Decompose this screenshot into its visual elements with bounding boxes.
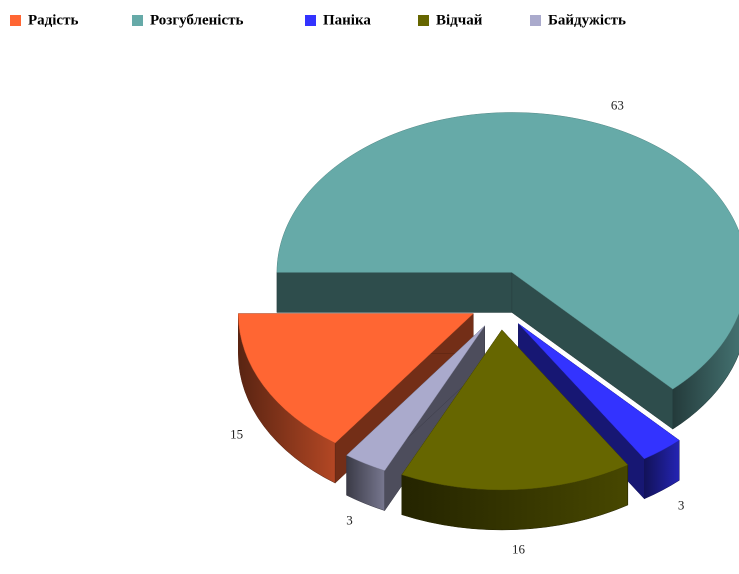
legend-swatch xyxy=(132,15,143,26)
slice-top xyxy=(401,329,629,491)
legend-label: Розгубленість xyxy=(150,12,243,28)
data-label: 3 xyxy=(678,498,685,513)
pie: 15 63 3 16 3 xyxy=(230,98,739,556)
legend-swatch xyxy=(305,15,316,26)
slice-top xyxy=(518,323,680,460)
data-label: 15 xyxy=(230,427,243,442)
legend-label: Радість xyxy=(28,12,78,28)
data-label: 63 xyxy=(611,98,624,113)
slice-top xyxy=(346,325,485,471)
slice-top xyxy=(238,313,474,444)
slice xyxy=(276,112,739,430)
legend-label: Відчай xyxy=(436,12,483,28)
slice xyxy=(401,329,629,531)
data-label: 3 xyxy=(346,512,353,527)
legend-swatch xyxy=(10,15,21,26)
slice-side xyxy=(276,272,513,313)
data-label: 16 xyxy=(512,541,526,556)
slice xyxy=(518,323,680,500)
legend: Радість Розгубленість Паніка Відчай Байдужіс… xyxy=(10,12,626,28)
legend-label: Паніка xyxy=(323,12,371,28)
legend-label: Байдужість xyxy=(548,12,626,28)
legend-swatch xyxy=(530,15,541,26)
legend-swatch xyxy=(418,15,429,26)
slice-top xyxy=(276,112,739,390)
